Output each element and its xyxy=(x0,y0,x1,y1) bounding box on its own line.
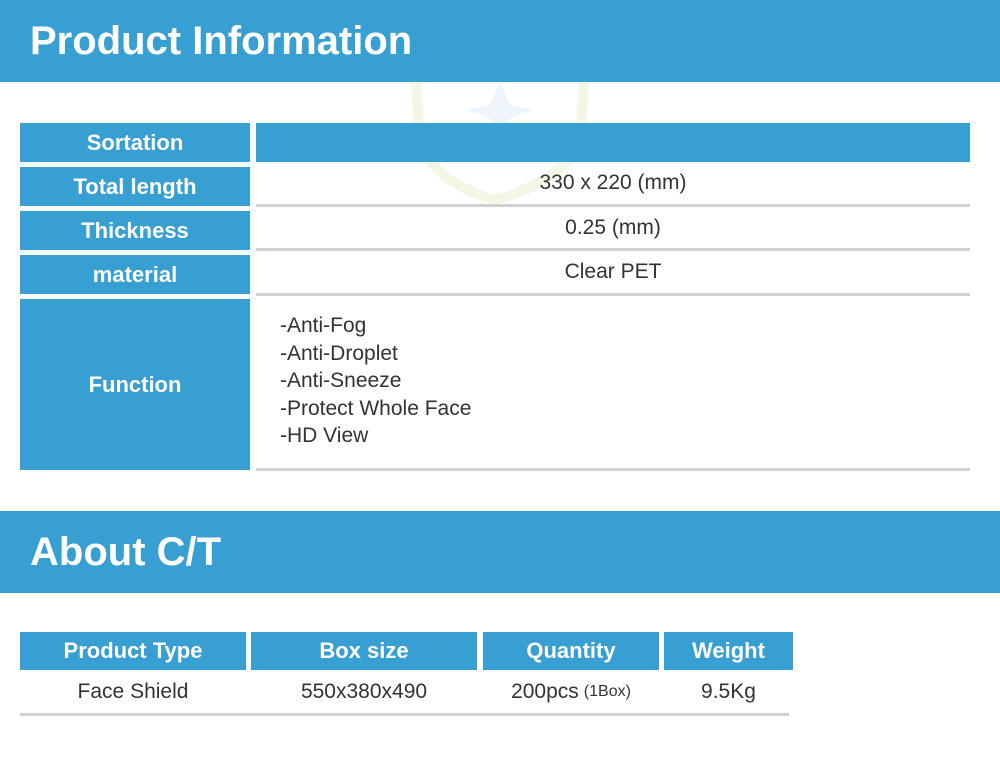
spec-label: Total length xyxy=(20,167,250,206)
weight-value: 9.5Kg xyxy=(701,679,756,703)
ct-header-cell: Quantity xyxy=(483,632,659,670)
quantity-value: 200pcs (1Box) xyxy=(483,670,659,713)
function-item: -HD View xyxy=(280,424,369,447)
spec-value xyxy=(256,123,970,162)
spec-value: 0.25 (mm) xyxy=(256,207,970,251)
quantity: 200pcs xyxy=(511,679,579,703)
function-item: -Anti-Sneeze xyxy=(280,369,402,392)
spec-value: 330 x 220 (mm) xyxy=(256,162,970,207)
function-list: -Anti-Fog -Anti-Droplet -Anti-Sneeze -Pr… xyxy=(256,296,970,471)
box-size-value: 550x380x490 xyxy=(300,679,428,703)
about-ct-header: About C/T xyxy=(0,511,1000,593)
spec-label: Thickness xyxy=(20,211,250,250)
product-type-value: Face Shield xyxy=(77,679,189,703)
spec-label: material xyxy=(20,255,250,294)
section-title: Product Information xyxy=(30,18,413,63)
quantity-note: (1Box) xyxy=(583,682,631,700)
function-item: -Anti-Droplet xyxy=(280,341,398,365)
ct-row: Face Shield 550x380x490 200pcs (1Box) 9.5… xyxy=(20,670,789,716)
spec-label: Function xyxy=(20,299,250,470)
function-item: -Protect Whole Face xyxy=(280,396,472,420)
spec-label: Sortation xyxy=(20,123,250,162)
ct-header-cell: Weight xyxy=(664,632,793,670)
ct-header-cell: Box size xyxy=(251,632,477,670)
product-information-header: Product Information xyxy=(0,0,1000,82)
function-item: -Anti-Fog xyxy=(280,314,367,337)
spec-value: Clear PET xyxy=(256,251,970,296)
section-title: About C/T xyxy=(30,529,222,574)
ct-header-cell: Product Type xyxy=(20,632,246,670)
